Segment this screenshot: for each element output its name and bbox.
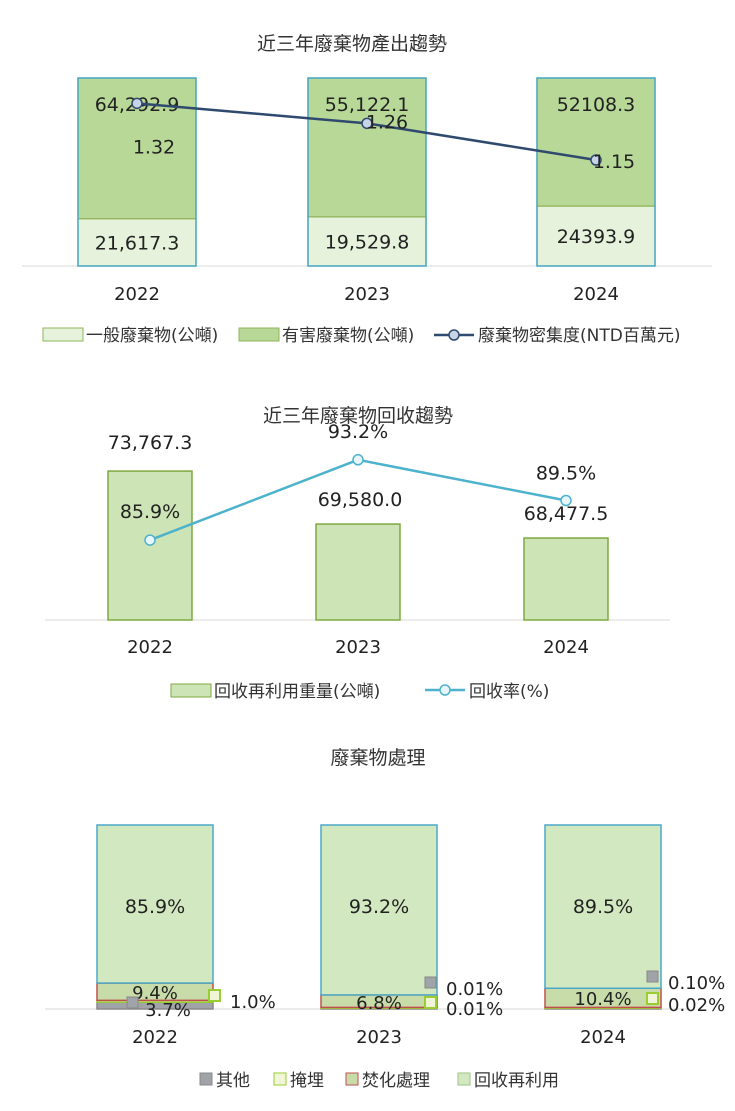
reuse-label-2024: 89.5%	[573, 896, 633, 918]
legend-marker-recycle-rate	[439, 684, 451, 696]
landfill-label-2022: 1.0%	[230, 992, 276, 1013]
recycled-weight-label-2022: 73,767.3	[108, 432, 193, 454]
recycle-rate-point-2024[interactable]	[560, 494, 572, 507]
chart1-category-label-2023: 2023	[344, 284, 390, 305]
legend-swatch-landfill	[273, 1072, 287, 1086]
hazardous-waste-bar-2023[interactable]	[307, 77, 427, 218]
legend-swatch-incineration	[345, 1072, 359, 1086]
landfill-marker-2024	[646, 992, 659, 1005]
chart3-legend: 其他 掩埋 焚化處理 回收再利用	[199, 1071, 559, 1091]
legend-swatch-reuse	[457, 1072, 471, 1086]
incineration-label-2022: 9.4%	[132, 983, 178, 1004]
chart3-category-label-2024: 2024	[580, 1027, 626, 1048]
chart1-category-label-2024: 2024	[573, 284, 619, 305]
reuse-label-2023: 93.2%	[349, 896, 409, 918]
other-label-2022: 3.7%	[145, 1000, 191, 1021]
hazardous-waste-label-2024: 52108.3	[557, 94, 636, 116]
recycled-weight-label-2024: 68,477.5	[524, 503, 609, 525]
legend-label-recycled-weight[interactable]: 回收再利用重量(公噸)	[214, 682, 380, 702]
landfill-marker-2023	[424, 996, 437, 1009]
chart3-category-label-2023: 2023	[356, 1027, 402, 1048]
reuse-segment-2024[interactable]	[544, 824, 662, 990]
waste-output-chart: 近三年廢棄物產出趨勢 21,617.364,292.919,529.855,12…	[22, 33, 712, 346]
recycle-rate-label-2024: 89.5%	[536, 463, 596, 485]
other-label-2023: 0.01%	[446, 979, 503, 1000]
chart2-title: 近三年廢棄物回收趨勢	[263, 405, 453, 427]
legend-label-recycle-rate[interactable]: 回收率(%)	[469, 682, 549, 702]
legend-label-incineration[interactable]: 焚化處理	[362, 1071, 430, 1091]
other-marker-2022	[126, 996, 139, 1009]
other-marker-2024	[646, 970, 659, 983]
legend-label-density[interactable]: 廢棄物密集度(NTD百萬元)	[478, 326, 680, 346]
chart1-category-label-2022: 2022	[114, 284, 160, 305]
landfill-label-2024: 0.02%	[668, 995, 725, 1016]
reuse-label-2022: 85.9%	[125, 896, 185, 918]
chart3-title: 廢棄物處理	[330, 747, 425, 769]
legend-label-general-waste[interactable]: 一般廢棄物(公噸)	[86, 326, 218, 346]
bar-outline-2022	[77, 77, 197, 267]
chart2-category-label-2023: 2023	[335, 637, 381, 658]
waste-treatment-chart: 廢棄物處理 85.9% 93.2% 89.5% 9.4%3.7% 1.0% 6.8% 0.0…	[45, 747, 725, 1091]
legend-label-landfill[interactable]: 掩埋	[290, 1071, 324, 1091]
legend-swatch-general-waste	[42, 327, 84, 342]
legend-swatch-other	[199, 1072, 213, 1086]
incineration-label-2024: 10.4%	[574, 989, 631, 1010]
other-label-2024: 0.10%	[668, 973, 725, 994]
density-label-2023: 1.26	[366, 111, 408, 133]
hazardous-waste-bar-2024[interactable]	[536, 77, 656, 207]
recycle-rate-label-2022: 85.9%	[120, 501, 180, 523]
density-label-2022: 1.32	[133, 136, 175, 158]
recycled-weight-bar-2024[interactable]	[523, 537, 609, 621]
other-marker-2023	[424, 976, 437, 989]
general-waste-label-2024: 24393.9	[557, 226, 636, 248]
recycle-rate-label-2023: 93.2%	[328, 421, 388, 443]
recycled-weight-label-2023: 69,580.0	[318, 489, 403, 511]
legend-swatch-hazardous-waste	[238, 327, 280, 342]
chart3-category-label-2022: 2022	[132, 1027, 178, 1048]
chart2-legend: 回收再利用重量(公噸) 回收率(%)	[170, 682, 549, 702]
density-label-2024: 1.15	[593, 151, 635, 173]
legend-swatch-recycled-weight	[170, 683, 212, 698]
reuse-segment-2022[interactable]	[96, 824, 214, 984]
chart2-category-label-2024: 2024	[543, 637, 589, 658]
general-waste-label-2023: 19,529.8	[325, 231, 410, 253]
legend-label-reuse[interactable]: 回收再利用	[474, 1071, 559, 1091]
legend-label-hazardous-waste[interactable]: 有害廢棄物(公噸)	[282, 326, 414, 346]
landfill-label-2023: 0.01%	[446, 999, 503, 1020]
chart1-legend: 一般廢棄物(公噸) 有害廢棄物(公噸) 廢棄物密集度(NTD百萬元)	[42, 326, 680, 346]
general-waste-bar-2024[interactable]	[536, 205, 656, 267]
density-point-2022[interactable]	[131, 97, 143, 110]
waste-recycling-chart: 近三年廢棄物回收趨勢 73,767.3 69,580.0 68,477.5 85.9…	[45, 405, 670, 702]
legend-label-other[interactable]: 其他	[216, 1071, 250, 1091]
legend-marker-density	[448, 329, 460, 341]
density-point-2024[interactable]	[590, 154, 602, 166]
reuse-segment-2023[interactable]	[320, 824, 438, 996]
recycle-rate-point-2023[interactable]	[352, 454, 364, 466]
density-point-2023[interactable]	[361, 117, 373, 130]
landfill-marker-2022	[208, 989, 221, 1002]
incineration-label-2023: 6.8%	[356, 993, 402, 1014]
bar-outline-2023	[307, 77, 427, 267]
chart2-category-label-2022: 2022	[127, 637, 173, 658]
bar-outline-2024	[536, 77, 656, 267]
recycle-rate-point-2022[interactable]	[144, 534, 156, 546]
hazardous-waste-label-2023: 55,122.1	[325, 94, 410, 116]
general-waste-label-2022: 21,617.3	[95, 232, 180, 254]
recycled-weight-bar-2023[interactable]	[315, 523, 401, 621]
chart1-title: 近三年廢棄物產出趨勢	[257, 33, 447, 55]
